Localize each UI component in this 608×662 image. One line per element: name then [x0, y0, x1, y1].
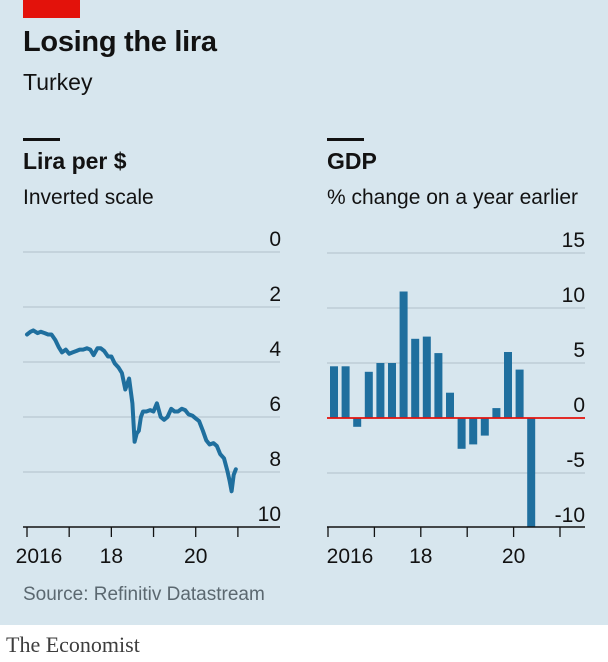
left-y-tick-label: 6 — [269, 393, 281, 416]
left-y-tick-label: 4 — [269, 338, 281, 361]
gdp-bar — [376, 363, 385, 418]
gdp-bar — [515, 369, 524, 418]
right-y-tick-label: 0 — [573, 394, 585, 417]
right-y-tick-label: 15 — [562, 229, 585, 252]
gdp-bar — [422, 336, 431, 418]
chart-subtitle: Turkey — [23, 69, 93, 95]
right-x-tick-label: 20 — [502, 545, 525, 568]
gdp-bar — [504, 352, 512, 418]
lira-line-chart: 0 2 4 6 8 10 2016 18 20 — [16, 228, 282, 568]
right-panel-subtitle: % change on a year earlier — [327, 186, 578, 209]
left-y-tick-label: 0 — [269, 228, 281, 251]
left-panel-rule — [23, 138, 60, 141]
left-x-tick-label: 2016 — [16, 545, 63, 568]
gdp-bar — [364, 371, 373, 418]
left-x-tick-label: 20 — [184, 545, 207, 568]
right-y-tick-label: -5 — [566, 449, 585, 472]
left-y-tick-label: 8 — [269, 448, 281, 471]
right-x-tick-label: 18 — [409, 545, 432, 568]
charts-svg: 0 2 4 6 8 10 2016 18 20 15 10 5 0 -5 -10 2016 18 20 — [16, 228, 585, 568]
gdp-bar — [492, 408, 501, 418]
source-note: Source: Refinitiv Datastream — [23, 584, 265, 605]
right-panel-rule — [327, 138, 364, 141]
left-panel-title: Lira per $ — [23, 148, 127, 174]
gdp-bar — [399, 291, 408, 418]
gdp-bar — [341, 366, 350, 418]
left-x-tick-label: 18 — [100, 545, 123, 568]
gdp-bar — [330, 366, 338, 418]
gdp-bar — [527, 418, 536, 527]
right-panel-title: GDP — [327, 148, 377, 174]
gdp-bar — [353, 418, 362, 427]
right-y-tick-label: -10 — [555, 504, 585, 527]
gdp-bar — [469, 418, 478, 445]
right-y-tick-label: 10 — [562, 284, 585, 307]
left-y-tick-label: 2 — [269, 283, 281, 306]
lira-series-line — [25, 328, 238, 494]
gdp-bar — [388, 363, 396, 418]
publisher-logo: The Economist — [6, 632, 140, 657]
left-panel-subtitle: Inverted scale — [23, 186, 154, 209]
gdp-bar — [434, 353, 443, 418]
right-y-tick-label: 5 — [573, 339, 585, 362]
chart-title: Losing the lira — [23, 26, 217, 58]
right-x-tick-label: 2016 — [327, 545, 374, 568]
brand-tab — [23, 0, 80, 18]
gdp-bar — [411, 338, 420, 418]
gdp-bar-chart: 15 10 5 0 -5 -10 2016 18 20 — [327, 229, 585, 568]
gdp-bar — [446, 392, 454, 418]
chart-panel — [0, 0, 608, 625]
gdp-bar — [457, 418, 466, 449]
left-y-tick-label: 10 — [258, 503, 281, 526]
gdp-bar — [480, 418, 489, 436]
